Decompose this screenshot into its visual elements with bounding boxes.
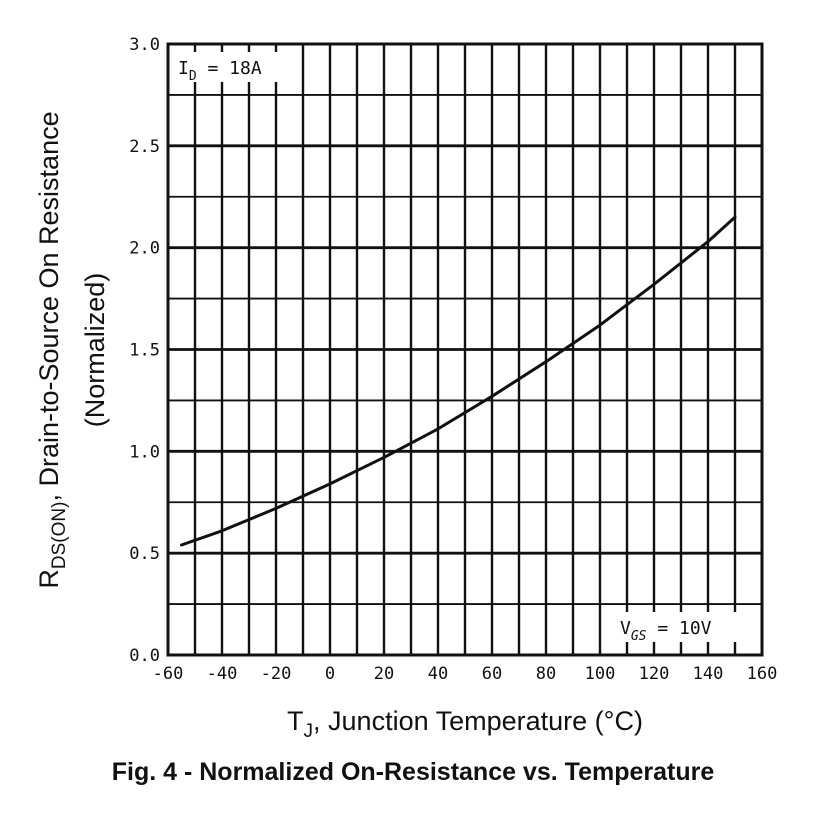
chart-svg: 0.0 0.5 1.0 1.5 2.0 2.5 3.0 -60 -40 -20 0 20 40 60 80… [34,35,778,742]
id-annotation-bg [174,52,296,82]
y-tick-label: 2.0 [129,239,160,259]
x-tick-label: 140 [693,664,724,684]
plot-border [166,42,764,657]
id-annotation: ID = 18A [178,58,262,84]
x-axis-label: TJ, Junction Temperature (°C) [287,706,643,742]
figure-caption: Fig. 4 - Normalized On-Resistance vs. Te… [111,758,715,786]
curve-group [180,215,737,547]
svg-text:RDS(ON), Drain-to-Source On Re: RDS(ON), Drain-to-Source On Resistance [34,111,70,588]
y-tick-label: 0.0 [129,646,160,666]
x-tick-label: 20 [374,664,394,684]
plot-frame [166,42,764,657]
x-tick-label: -60 [153,664,184,684]
x-tick-label: -20 [261,664,292,684]
y-tick-labels: 0.0 0.5 1.0 1.5 2.0 2.5 3.0 [129,35,160,666]
x-tick-label: 80 [536,664,556,684]
grid [168,44,762,655]
y-tick-label: 3.0 [129,35,160,55]
y-tick-label: 1.0 [129,442,160,462]
y-tick-label: 1.5 [129,341,160,361]
x-tick-label: 100 [585,664,616,684]
y-tick-label: 2.5 [129,137,160,157]
svg-text:(Normalized): (Normalized) [80,273,110,428]
x-tick-label: 120 [639,664,670,684]
x-tick-label: 40 [428,664,448,684]
vgs-annotation-bg [614,612,760,642]
y-tick-label: 0.5 [129,544,160,564]
y-axis-label: RDS(ON), Drain-to-Source On Resistance (… [34,111,110,588]
vgs-annotation: VGS = 10V [620,618,712,644]
series-line [180,215,737,547]
x-tick-labels: -60 -40 -20 0 20 40 60 80 100 120 140 160 [153,664,778,684]
x-tick-label: 0 [325,664,335,684]
x-tick-label: 160 [747,664,778,684]
x-tick-label: -40 [207,664,238,684]
x-tick-label: 60 [482,664,502,684]
